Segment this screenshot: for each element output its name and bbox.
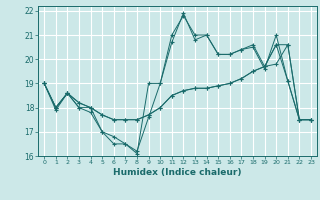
X-axis label: Humidex (Indice chaleur): Humidex (Indice chaleur) <box>113 168 242 177</box>
